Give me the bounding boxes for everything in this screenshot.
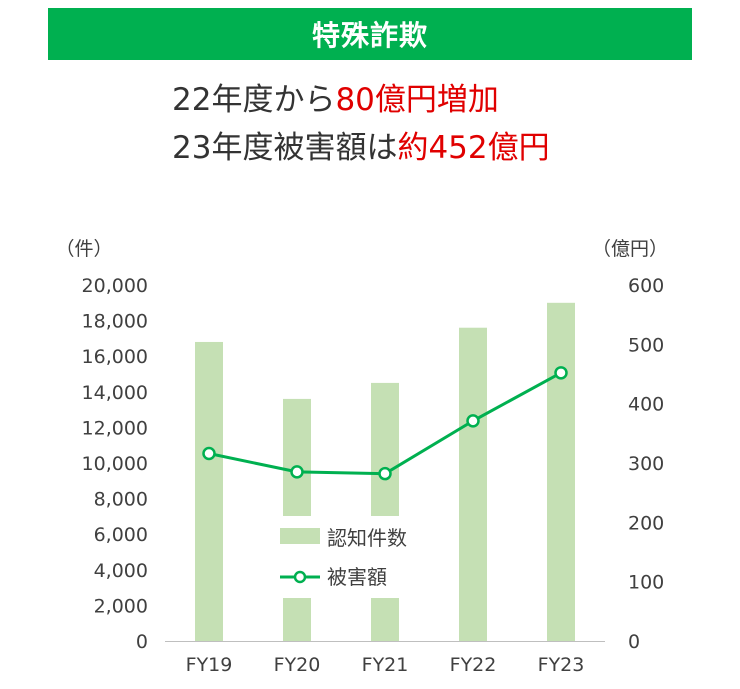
bar-fy21 <box>371 382 399 641</box>
legend-swatch-bar <box>280 528 320 544</box>
line-point-fy22 <box>466 414 480 428</box>
line-point-fy21 <box>378 466 392 481</box>
x-axis-tick-label: FY20 <box>274 654 321 676</box>
headline-2-text: 23年度被害額は <box>172 130 398 166</box>
right-axis-tick-label: 500 <box>628 334 664 356</box>
line-point-fy23 <box>554 366 568 380</box>
left-axis-tick-label: 12,000 <box>82 417 148 439</box>
right-axis-unit-label: （億円） <box>592 238 668 260</box>
x-axis-tick-label: FY22 <box>450 654 497 676</box>
headline-2-highlight: 約452億円 <box>397 130 550 166</box>
bar-fy19 <box>195 341 223 641</box>
left-axis-tick-label: 6,000 <box>94 524 148 546</box>
banner-title: 特殊詐欺 <box>311 19 428 52</box>
right-axis-tick-label: 0 <box>628 631 640 653</box>
left-axis-tick-label: 4,000 <box>94 560 148 582</box>
left-axis-tick-label: 16,000 <box>82 346 148 368</box>
right-axis-tick-label: 600 <box>628 275 664 297</box>
right-axis-tick-label: 100 <box>628 572 664 594</box>
right-axis-tick-label: 300 <box>628 453 664 475</box>
legend-label-bar: 認知件数 <box>327 526 407 550</box>
left-axis-tick-label: 2,000 <box>94 595 148 617</box>
left-axis-tick-label: 0 <box>136 631 148 653</box>
left-axis-unit-label: （件） <box>55 238 112 260</box>
line-point-fy20 <box>290 465 304 479</box>
x-axis-tick-label: FY21 <box>362 654 409 676</box>
left-axis-tick-label: 8,000 <box>94 489 148 511</box>
headline-1-highlight: 80億円増加 <box>335 82 499 118</box>
right-axis-tick-label: 200 <box>628 512 664 534</box>
bar-fy23 <box>547 302 575 641</box>
headline-1-text: 22年度から <box>172 82 336 118</box>
right-axis-tick-label: 400 <box>628 394 664 416</box>
left-axis-tick-label: 18,000 <box>82 311 148 333</box>
legend-label-line: 被害額 <box>327 565 387 589</box>
x-axis-tick-label: FY23 <box>538 654 585 676</box>
left-axis-tick-label: 10,000 <box>82 453 148 475</box>
line-point-fy19 <box>202 446 216 461</box>
bar-fy22 <box>459 327 487 641</box>
left-axis-tick-label: 20,000 <box>82 275 148 297</box>
x-axis-tick-label: FY19 <box>186 654 233 676</box>
left-axis-tick-label: 14,000 <box>82 382 148 404</box>
legend-swatch-marker <box>293 570 307 584</box>
headline-line-1: 22年度から80億円増加 <box>172 74 499 119</box>
headline-line-2: 23年度被害額は約452億円 <box>172 122 550 167</box>
title-banner: 特殊詐欺 <box>48 8 692 60</box>
